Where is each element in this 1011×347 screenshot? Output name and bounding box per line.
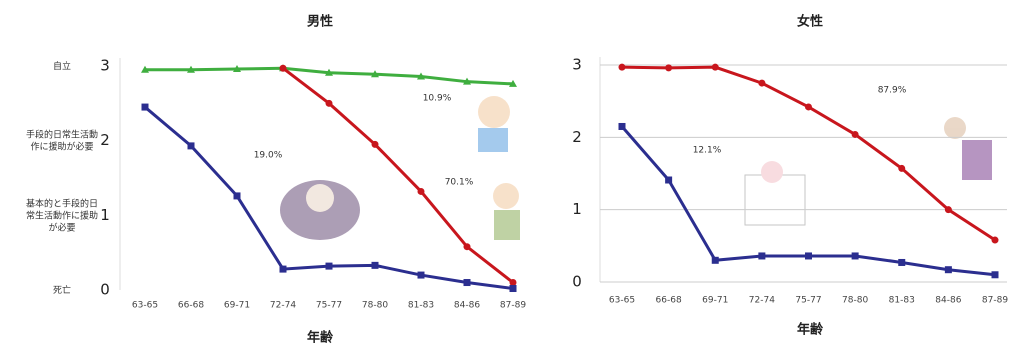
chart-title: 男性 [307, 14, 333, 30]
level-label-line: 自立 [53, 60, 71, 72]
x-axis-label: 年齢 [797, 322, 824, 338]
point [898, 165, 905, 172]
chart-title: 女性 [797, 14, 823, 30]
level-label: 手段的日常生活動作に援助が必要 [26, 128, 98, 152]
series-line [622, 67, 995, 240]
level-label: 基本的と手段的日常生活動作に援助が必要 [26, 197, 98, 233]
point [805, 103, 812, 110]
point [852, 131, 859, 138]
level-label: 自立 [53, 60, 71, 72]
point [619, 64, 626, 71]
x-tick-label: 66-68 [656, 296, 682, 306]
point [945, 206, 952, 213]
annotation: 19.0% [254, 151, 283, 161]
annotation: 70.1% [445, 178, 474, 188]
point [805, 252, 812, 259]
x-tick-label: 84-86 [454, 301, 480, 311]
point [418, 188, 425, 195]
illustrations [280, 96, 992, 240]
point [188, 142, 195, 149]
chart-page: 男性年齢0123自立手段的日常生活動作に援助が必要基本的と手段的日常生活動作に援… [0, 0, 1011, 347]
y-tick-label: 3 [572, 56, 582, 74]
x-tick-label: 78-80 [842, 296, 868, 306]
x-tick-label: 72-74 [270, 301, 296, 311]
level-label-line: 基本的と手段的日 [26, 197, 98, 209]
point [142, 104, 149, 111]
annotation: 12.1% [693, 146, 722, 156]
annotation: 87.9% [878, 86, 907, 96]
point [992, 237, 999, 244]
point [758, 80, 765, 87]
x-tick-label: 72-74 [749, 296, 775, 306]
point [992, 271, 999, 278]
x-tick-label: 84-86 [935, 296, 961, 306]
y-tick-label: 2 [100, 131, 110, 149]
y-tick-label: 1 [100, 206, 110, 224]
y-tick-label: 1 [572, 200, 582, 218]
level-label-line: 手段的日常生活動 [26, 128, 98, 140]
x-tick-label: 66-68 [178, 301, 204, 311]
x-tick-label: 63-65 [609, 296, 635, 306]
series-line [283, 68, 513, 282]
y-tick-label: 0 [100, 281, 110, 299]
x-axis-label: 年齢 [307, 330, 334, 346]
x-tick-label: 87-89 [982, 296, 1008, 306]
level-label: 死亡 [53, 284, 71, 296]
point [234, 192, 241, 199]
annotation: 10.9% [423, 94, 452, 104]
x-tick-label: 63-65 [132, 301, 158, 311]
point [280, 65, 287, 72]
x-tick-label: 81-83 [408, 301, 434, 311]
point [510, 279, 517, 286]
point [372, 262, 379, 269]
point [619, 123, 626, 130]
x-tick-label: 75-77 [795, 296, 821, 306]
level-label-line: 常生活動作に援助 [26, 209, 98, 221]
x-tick-label: 81-83 [889, 296, 915, 306]
point [712, 64, 719, 71]
y-tick-label: 2 [572, 128, 582, 146]
point [665, 64, 672, 71]
x-tick-label: 87-89 [500, 301, 526, 311]
x-tick-label: 69-71 [224, 301, 250, 311]
point [464, 279, 471, 286]
level-label-line: 死亡 [53, 284, 71, 296]
point [945, 266, 952, 273]
point [510, 285, 517, 292]
point [758, 252, 765, 259]
point [712, 257, 719, 264]
point [326, 263, 333, 270]
y-tick-label: 0 [572, 273, 582, 291]
point [464, 243, 471, 250]
point [418, 272, 425, 279]
level-label-line: 作に援助が必要 [30, 140, 93, 152]
point [852, 252, 859, 259]
y-tick-label: 3 [100, 57, 110, 75]
point [372, 141, 379, 148]
x-tick-label: 75-77 [316, 301, 342, 311]
x-tick-label: 69-71 [702, 296, 728, 306]
point [280, 266, 287, 273]
point [326, 100, 333, 107]
x-tick-label: 78-80 [362, 301, 388, 311]
point [898, 259, 905, 266]
level-label-line: が必要 [48, 221, 75, 233]
point [665, 177, 672, 184]
